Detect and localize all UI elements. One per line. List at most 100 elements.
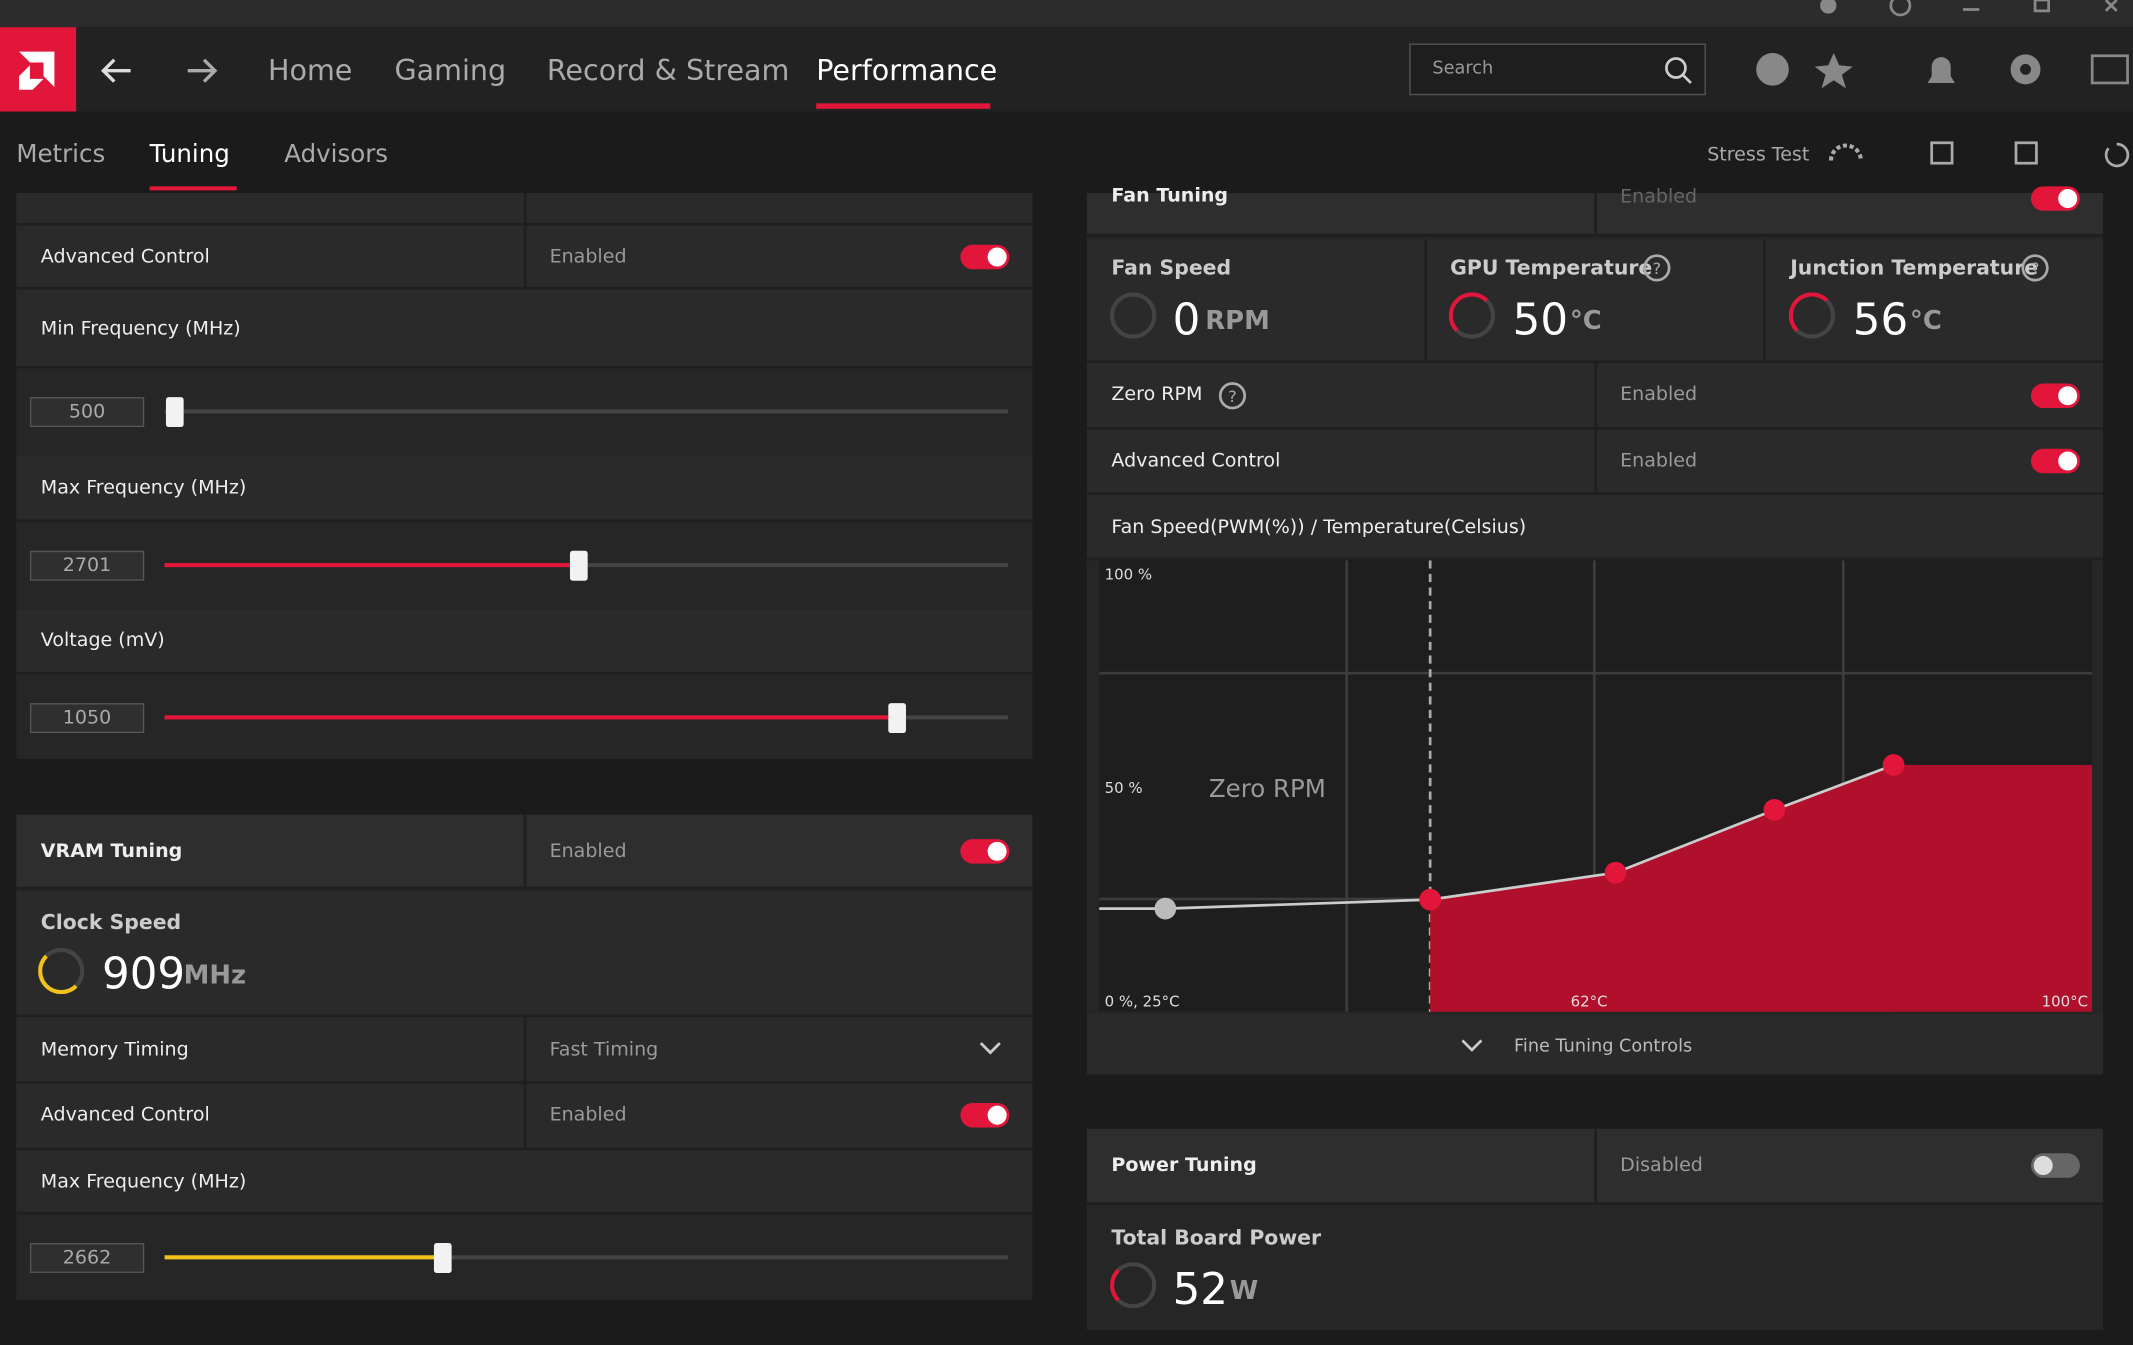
divider [1594, 363, 1598, 496]
status: Enabled [1620, 450, 1698, 472]
row [16, 609, 1033, 675]
status: Disabled [1620, 1154, 1703, 1177]
toggle[interactable] [2030, 448, 2080, 474]
sub-tab[interactable]: Metrics [16, 140, 106, 169]
gauge-value: 0 [1172, 293, 1201, 346]
label: Min Frequency (MHz) [40, 318, 241, 340]
gauge-label: Clock Speed [40, 909, 182, 935]
slider-fill [164, 715, 896, 720]
curve-point[interactable] [1154, 897, 1177, 920]
curve-point[interactable] [1419, 888, 1442, 911]
gauge-unit: °C [1909, 306, 1942, 336]
value-box[interactable]: 2662 [29, 1243, 145, 1273]
help-icon[interactable]: ? [1642, 253, 1672, 283]
nav-tab[interactable]: Performance [816, 54, 998, 88]
nav-tab[interactable]: Home [267, 54, 353, 88]
y-tick-label: 50 % [1105, 779, 1143, 797]
window-controls[interactable] [1809, 0, 2133, 19]
gauge-unit: W [1229, 1275, 1259, 1306]
toolbar-icons[interactable] [1749, 46, 2133, 92]
toggle[interactable] [960, 839, 1010, 864]
label: Max Frequency (MHz) [40, 1170, 247, 1193]
gauge-unit: RPM [1205, 306, 1270, 336]
sub-tab[interactable]: Tuning [149, 140, 230, 169]
toggle[interactable] [960, 1102, 1010, 1128]
toggle[interactable] [2030, 186, 2080, 211]
section-title: Fan Tuning [1111, 184, 1229, 207]
section-title: VRAM Tuning [40, 840, 183, 863]
stress-test[interactable]: Stress Test [1707, 144, 1810, 166]
toggle[interactable] [960, 244, 1010, 270]
gauge-ring [38, 947, 85, 995]
value-box[interactable]: 500 [29, 397, 145, 428]
section-title: Power Tuning [1111, 1154, 1257, 1177]
toggle[interactable] [2030, 383, 2080, 408]
nav-tab[interactable]: Record & Stream [546, 54, 790, 88]
gauge-ring [1788, 292, 1836, 339]
curve-point[interactable] [1604, 861, 1627, 884]
divider [523, 1017, 527, 1151]
divider [523, 193, 527, 290]
logo-icon [19, 51, 55, 90]
svg-text:?: ? [2031, 259, 2040, 278]
value-box[interactable]: 2701 [29, 550, 145, 581]
divider [523, 814, 527, 890]
dropdown-arrow[interactable] [977, 1039, 1004, 1058]
row [16, 289, 1033, 369]
divider [1594, 193, 1598, 237]
status: Enabled [549, 840, 627, 863]
fan-curve-chart[interactable]: 100 % 50 % 62°C 100°C 0 %, 25°C Zero RPM [1099, 560, 2093, 1012]
divider [1762, 239, 1766, 362]
gauge-ring [1110, 292, 1157, 339]
gauge-label: Total Board Power [1111, 1225, 1322, 1250]
fine-tuning-link[interactable]: Fine Tuning Controls [1514, 1036, 1693, 1057]
status: Enabled [1620, 186, 1698, 209]
subnav-icons[interactable] [1826, 136, 2133, 171]
label: Voltage (mV) [40, 629, 165, 652]
gauge-ring [1448, 292, 1496, 339]
sub-tab[interactable]: Advisors [284, 140, 389, 169]
help-icon[interactable]: ? [2020, 253, 2050, 283]
slider-knob[interactable] [165, 397, 184, 428]
row [16, 1150, 1033, 1215]
origin-label: 0 %, 25°C [1105, 992, 1180, 1010]
value-box[interactable]: 1050 [29, 703, 145, 734]
label: Memory Timing [40, 1039, 189, 1061]
slider-knob[interactable] [569, 550, 588, 581]
sub-underline [149, 186, 237, 191]
curve-point[interactable] [1882, 754, 1905, 776]
dropdown-value[interactable]: Fast Timing [549, 1039, 659, 1061]
status: Enabled [549, 1104, 627, 1127]
title-bar [0, 0, 2133, 28]
nav-tab[interactable]: Gaming [394, 54, 507, 88]
slider-knob[interactable] [888, 703, 906, 734]
logo[interactable] [0, 27, 77, 112]
gauge-ring [1110, 1262, 1157, 1309]
gauge-label: GPU Temperature [1450, 255, 1653, 281]
search-icon [1665, 57, 1692, 84]
gauge-label: Junction Temperature [1790, 255, 2039, 281]
row [1086, 495, 2104, 561]
x-tick-label: 100°C [2042, 992, 2088, 1010]
gauge-value: 50 [1512, 293, 1569, 346]
toggle[interactable] [2030, 1153, 2080, 1178]
slider-fill [164, 1255, 441, 1260]
label: Zero RPM [1111, 383, 1203, 406]
expand-arrow[interactable] [1460, 1036, 1484, 1055]
help-icon[interactable]: ? [1217, 381, 1247, 411]
label: Max Frequency (MHz) [40, 477, 247, 500]
svg-text:?: ? [1653, 259, 1662, 278]
slider-fill [164, 563, 577, 568]
chart-title: Fan Speed(PWM(%)) / Temperature(Celsius) [1111, 516, 1527, 539]
label: Advanced Control [1111, 450, 1281, 472]
svg-text:?: ? [1228, 387, 1237, 406]
gauge-value: 56 [1852, 293, 1909, 346]
slider-track [164, 409, 1009, 414]
nav-arrows[interactable] [95, 49, 245, 93]
slider-knob[interactable] [433, 1243, 452, 1273]
search-box[interactable]: Search [1409, 43, 1706, 96]
row [1086, 239, 2104, 364]
curve-point[interactable] [1763, 799, 1786, 821]
slider-track [164, 1255, 1009, 1260]
